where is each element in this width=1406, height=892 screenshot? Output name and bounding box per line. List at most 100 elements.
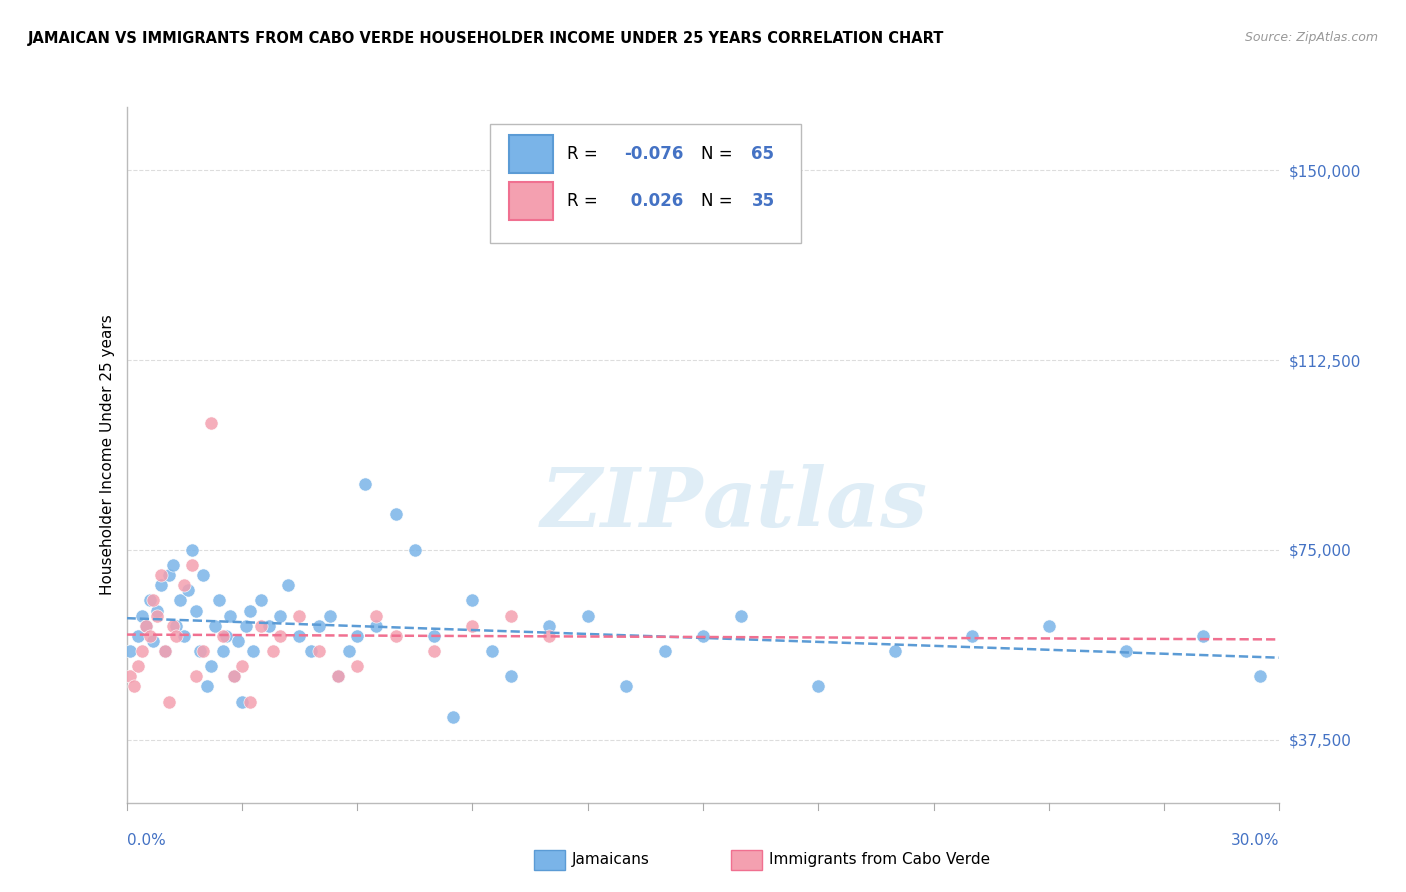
Point	[211, 644, 233, 658]
Point	[238, 695, 260, 709]
Point	[441, 710, 464, 724]
Point	[184, 603, 207, 617]
Point	[346, 629, 368, 643]
Text: 30.0%: 30.0%	[1232, 833, 1279, 848]
FancyBboxPatch shape	[489, 124, 801, 243]
Text: 0.026: 0.026	[624, 192, 683, 210]
Text: 35: 35	[751, 192, 775, 210]
Point	[231, 659, 253, 673]
Point	[1038, 618, 1060, 632]
Point	[224, 669, 246, 683]
Text: R =: R =	[567, 145, 603, 163]
Point	[326, 669, 349, 683]
Point	[200, 417, 222, 431]
Point	[162, 558, 184, 572]
Point	[366, 608, 388, 623]
Point	[166, 629, 188, 643]
Point	[346, 659, 368, 673]
Point	[127, 659, 149, 673]
Point	[404, 542, 426, 557]
Point	[166, 618, 188, 632]
Text: atlas: atlas	[703, 464, 928, 543]
Point	[231, 695, 253, 709]
Point	[262, 644, 284, 658]
Point	[614, 680, 637, 694]
Point	[277, 578, 299, 592]
Point	[1191, 629, 1213, 643]
Point	[384, 629, 406, 643]
Point	[131, 644, 153, 658]
Point	[153, 644, 176, 658]
Point	[353, 477, 375, 491]
Point	[269, 629, 291, 643]
Text: 0.0%: 0.0%	[127, 833, 166, 848]
Text: Source: ZipAtlas.com: Source: ZipAtlas.com	[1244, 31, 1378, 45]
Text: 65: 65	[751, 145, 775, 163]
Point	[120, 644, 142, 658]
Point	[184, 669, 207, 683]
FancyBboxPatch shape	[509, 182, 553, 220]
Point	[884, 644, 907, 658]
Point	[157, 695, 180, 709]
Point	[153, 644, 176, 658]
Text: -0.076: -0.076	[624, 145, 683, 163]
Point	[204, 618, 226, 632]
Point	[150, 568, 173, 582]
Point	[122, 680, 145, 694]
Point	[180, 558, 202, 572]
Point	[288, 629, 311, 643]
Point	[135, 618, 157, 632]
Point	[235, 618, 257, 632]
Point	[423, 629, 446, 643]
Text: Jamaicans: Jamaicans	[572, 853, 650, 867]
Point	[150, 578, 173, 592]
Point	[461, 618, 484, 632]
Point	[960, 629, 983, 643]
Point	[208, 593, 231, 607]
Point	[339, 644, 361, 658]
Point	[142, 633, 165, 648]
Point	[138, 593, 160, 607]
Point	[211, 629, 233, 643]
Point	[193, 568, 215, 582]
Point	[131, 608, 153, 623]
Point	[576, 608, 599, 623]
Point	[308, 618, 330, 632]
Point	[538, 629, 561, 643]
Point	[481, 644, 503, 658]
Point	[423, 644, 446, 658]
Point	[138, 629, 160, 643]
Point	[384, 508, 406, 522]
Point	[499, 608, 522, 623]
Point	[1249, 669, 1271, 683]
Point	[299, 644, 322, 658]
Point	[157, 568, 180, 582]
Point	[135, 618, 157, 632]
Point	[730, 608, 752, 623]
Point	[173, 578, 195, 592]
Text: Immigrants from Cabo Verde: Immigrants from Cabo Verde	[769, 853, 990, 867]
Point	[169, 593, 191, 607]
Point	[1115, 644, 1137, 658]
Point	[257, 618, 280, 632]
Point	[188, 644, 211, 658]
Text: R =: R =	[567, 192, 603, 210]
Point	[461, 593, 484, 607]
Point	[142, 593, 165, 607]
Point	[366, 618, 388, 632]
Point	[319, 608, 342, 623]
Text: N =: N =	[700, 145, 738, 163]
Point	[499, 669, 522, 683]
Point	[692, 629, 714, 643]
Text: JAMAICAN VS IMMIGRANTS FROM CABO VERDE HOUSEHOLDER INCOME UNDER 25 YEARS CORRELA: JAMAICAN VS IMMIGRANTS FROM CABO VERDE H…	[28, 31, 945, 46]
Point	[807, 680, 830, 694]
Point	[146, 603, 169, 617]
Point	[250, 593, 273, 607]
Point	[195, 680, 218, 694]
Point	[238, 603, 260, 617]
Point	[269, 608, 291, 623]
Point	[224, 669, 246, 683]
Point	[193, 644, 215, 658]
Point	[162, 618, 184, 632]
Point	[250, 618, 273, 632]
